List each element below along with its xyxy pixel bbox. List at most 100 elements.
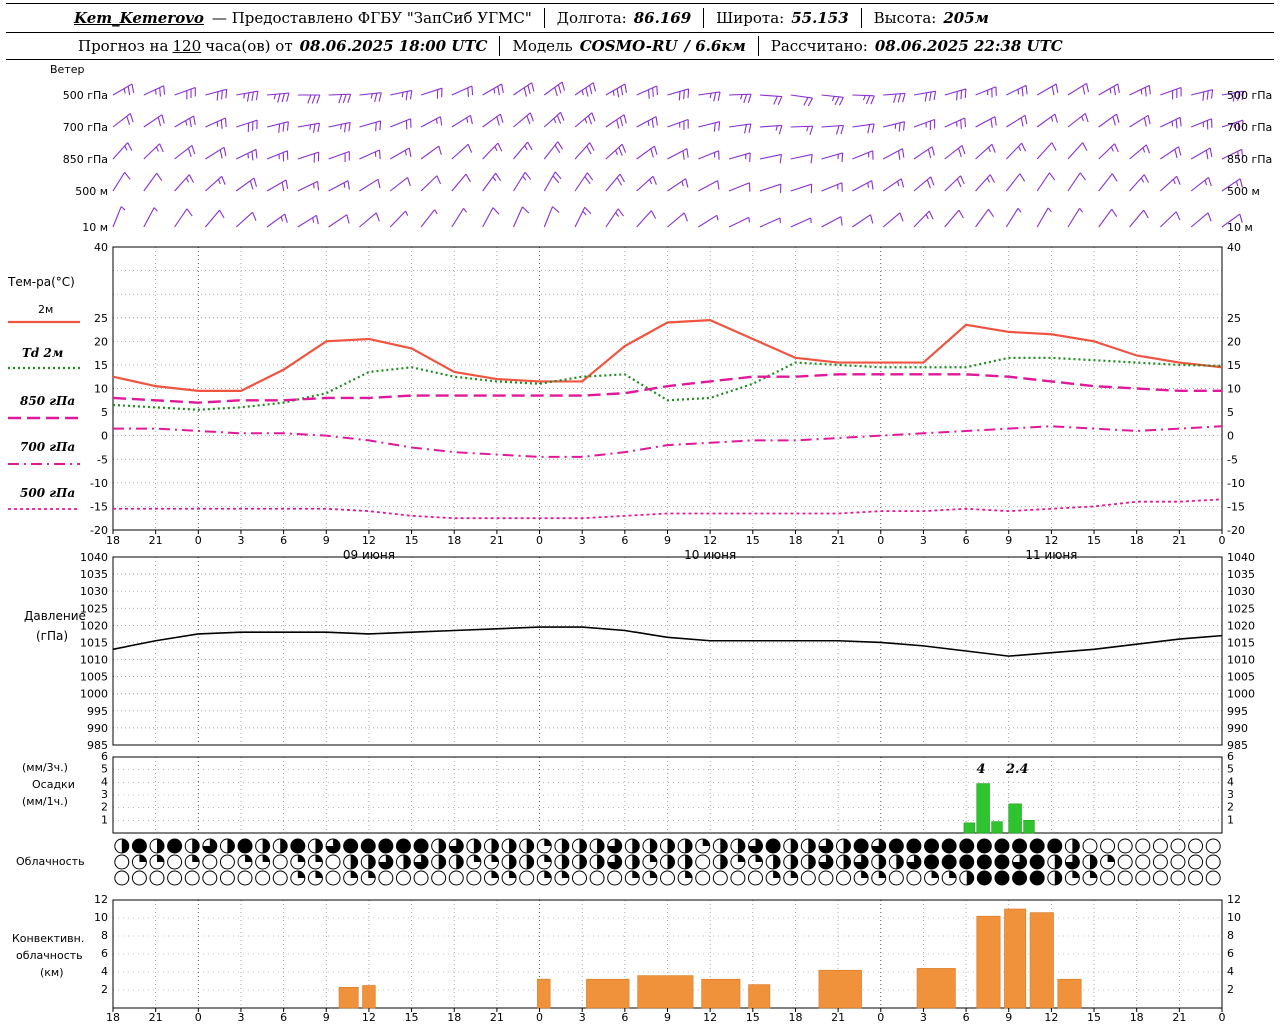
svg-text:18: 18 — [788, 1011, 802, 1024]
convective-bar — [1029, 912, 1054, 1009]
convective-panel-title-2: облачность — [16, 949, 83, 962]
svg-text:1040: 1040 — [80, 551, 108, 564]
svg-text:9: 9 — [664, 1011, 671, 1024]
header-separator — [860, 8, 862, 28]
altitude-value: 205м — [943, 9, 989, 27]
svg-text:700 гПа: 700 гПа — [1227, 121, 1272, 134]
temperature-series-2м — [112, 318, 1223, 392]
svg-text:3: 3 — [920, 1011, 927, 1024]
altitude-label: Высота: — [873, 9, 937, 27]
svg-text:1005: 1005 — [80, 671, 108, 684]
header-line-2: Прогноз на 120 часа(ов) от 08.06.2025 18… — [6, 32, 1274, 60]
wind-panel-title: Ветер — [50, 63, 85, 76]
convective-panel-units: (км) — [40, 966, 64, 979]
svg-text:18: 18 — [1130, 534, 1144, 547]
svg-text:4: 4 — [101, 965, 108, 978]
svg-text:18: 18 — [447, 1011, 461, 1024]
temperature-series-700 гПа — [113, 425, 1223, 458]
svg-text:6: 6 — [101, 750, 108, 763]
longitude-label: Долгота: — [556, 9, 627, 27]
svg-text:0: 0 — [195, 534, 202, 547]
svg-text:0: 0 — [195, 1011, 202, 1024]
temperature-series-500 гПа — [113, 498, 1223, 520]
legend-label-850: 850 гПа — [20, 394, 76, 408]
svg-text:6: 6 — [101, 947, 108, 960]
svg-text:1020: 1020 — [1227, 619, 1255, 632]
svg-text:20: 20 — [94, 335, 108, 348]
svg-text:12: 12 — [94, 893, 108, 906]
precip-bar — [1008, 803, 1022, 834]
station-name: Kem_Kemerovo — [74, 9, 204, 27]
svg-text:10: 10 — [94, 911, 108, 924]
svg-text:3: 3 — [579, 534, 586, 547]
svg-text:10 июня: 10 июня — [684, 548, 736, 562]
svg-text:18: 18 — [788, 534, 802, 547]
cloud-panel-title: Облачность — [16, 855, 85, 868]
svg-text:-20: -20 — [90, 524, 108, 537]
svg-text:6: 6 — [963, 534, 970, 547]
svg-text:6: 6 — [621, 1011, 628, 1024]
svg-text:1030: 1030 — [1227, 585, 1255, 598]
calc-label: Рассчитано: — [770, 36, 868, 55]
svg-text:40: 40 — [94, 241, 108, 254]
svg-text:-15: -15 — [1227, 500, 1245, 513]
svg-text:09 июня: 09 июня — [343, 548, 395, 562]
svg-text:0: 0 — [536, 1011, 543, 1024]
precip-bar — [963, 822, 975, 834]
header-separator — [703, 8, 705, 28]
svg-text:25: 25 — [94, 312, 108, 325]
svg-text:21: 21 — [490, 1011, 504, 1024]
svg-text:10 м: 10 м — [1227, 221, 1253, 234]
svg-text:-10: -10 — [90, 477, 108, 490]
svg-text:15: 15 — [405, 534, 419, 547]
svg-text:3: 3 — [237, 534, 244, 547]
svg-text:4: 4 — [1227, 965, 1234, 978]
latitude-label: Широта: — [716, 9, 785, 27]
svg-text:10 м: 10 м — [82, 221, 108, 234]
convective-bar — [976, 915, 1001, 1009]
svg-text:6: 6 — [280, 534, 287, 547]
svg-text:700 гПа: 700 гПа — [63, 121, 108, 134]
svg-text:15: 15 — [746, 534, 760, 547]
svg-text:850 гПа: 850 гПа — [63, 153, 108, 166]
latitude-value: 55.153 — [791, 9, 849, 27]
svg-text:12: 12 — [1227, 893, 1241, 906]
svg-text:9: 9 — [1005, 534, 1012, 547]
precip-bar — [1023, 820, 1035, 834]
convective-bar — [1057, 978, 1082, 1009]
svg-text:15: 15 — [405, 1011, 419, 1024]
svg-text:10: 10 — [94, 383, 108, 396]
svg-text:12: 12 — [362, 1011, 376, 1024]
svg-text:2: 2 — [101, 983, 108, 996]
svg-text:5: 5 — [101, 406, 108, 419]
convective-bar — [338, 986, 359, 1009]
svg-text:18: 18 — [1130, 1011, 1144, 1024]
provider-text: — Предоставлено ФГБУ "ЗапСиб УГМС" — [211, 9, 532, 27]
svg-text:21: 21 — [149, 1011, 163, 1024]
svg-text:10: 10 — [1227, 911, 1241, 924]
svg-text:21: 21 — [149, 534, 163, 547]
svg-text:2: 2 — [1227, 801, 1234, 814]
pressure-panel-units: (гПа) — [36, 629, 69, 643]
svg-text:40: 40 — [1227, 241, 1241, 254]
svg-text:21: 21 — [1172, 1011, 1186, 1024]
svg-text:-5: -5 — [1227, 453, 1238, 466]
svg-text:995: 995 — [87, 705, 108, 718]
svg-text:6: 6 — [1227, 947, 1234, 960]
svg-text:5: 5 — [1227, 763, 1234, 776]
svg-text:0: 0 — [1227, 430, 1234, 443]
temperature-panel-title: Тем-ра(°C) — [8, 275, 75, 289]
svg-text:25: 25 — [1227, 312, 1241, 325]
svg-text:1000: 1000 — [80, 688, 108, 701]
svg-text:6: 6 — [963, 1011, 970, 1024]
convective-bar — [1004, 908, 1027, 1009]
svg-text:6: 6 — [280, 1011, 287, 1024]
svg-text:15: 15 — [1087, 1011, 1101, 1024]
svg-text:985: 985 — [1227, 739, 1248, 752]
svg-text:15: 15 — [94, 359, 108, 372]
svg-text:1040: 1040 — [1227, 551, 1255, 564]
svg-text:-10: -10 — [1227, 477, 1245, 490]
svg-text:0: 0 — [1219, 534, 1226, 547]
model-label: Модель — [512, 36, 573, 55]
svg-text:8: 8 — [101, 929, 108, 942]
